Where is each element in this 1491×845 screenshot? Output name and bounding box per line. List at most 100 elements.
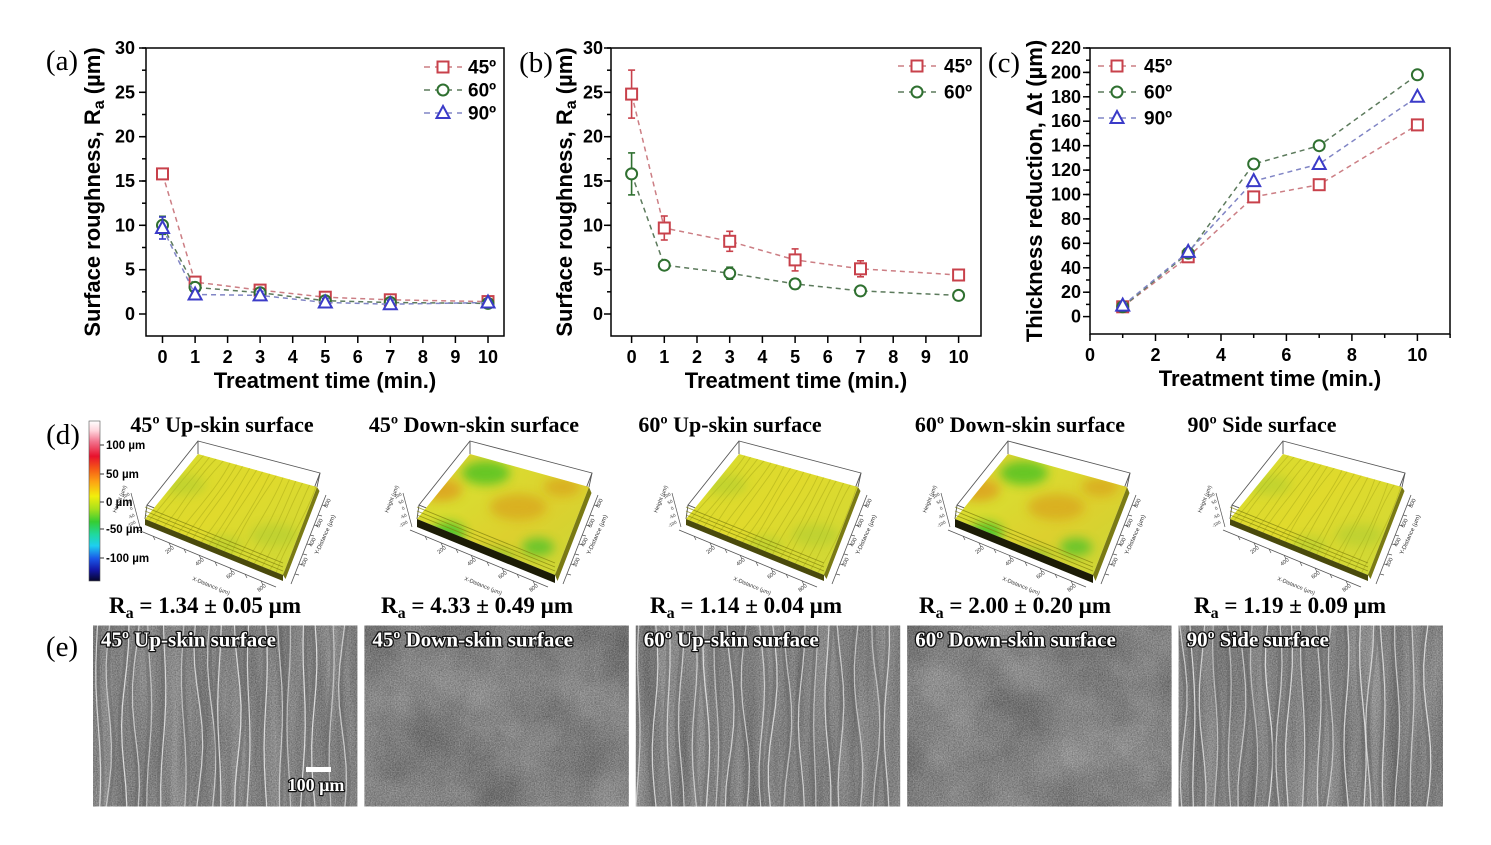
svg-text:(b): (b) bbox=[519, 47, 553, 79]
svg-text:Surface roughness, Ra (µm): Surface roughness, Ra (µm) bbox=[552, 47, 580, 336]
svg-text:60º Up-skin surface: 60º Up-skin surface bbox=[638, 412, 822, 437]
svg-text:600: 600 bbox=[1125, 518, 1134, 529]
svg-text:0: 0 bbox=[125, 304, 135, 324]
svg-text:50 µm: 50 µm bbox=[106, 469, 139, 481]
svg-text:-50: -50 bbox=[127, 512, 136, 520]
svg-text:1: 1 bbox=[190, 347, 200, 367]
svg-text:Treatment time (min.): Treatment time (min.) bbox=[685, 368, 907, 393]
svg-text:8: 8 bbox=[418, 347, 428, 367]
svg-text:200: 200 bbox=[165, 545, 176, 555]
svg-text:20: 20 bbox=[1061, 282, 1081, 302]
svg-text:50: 50 bbox=[667, 498, 674, 505]
svg-text:-100: -100 bbox=[398, 519, 409, 528]
svg-text:180: 180 bbox=[1051, 87, 1081, 107]
svg-text:200: 200 bbox=[1051, 62, 1081, 82]
svg-text:200: 200 bbox=[1385, 557, 1394, 568]
svg-text:10: 10 bbox=[478, 347, 498, 367]
svg-text:Ra = 4.33 ± 0.49 µm: Ra = 4.33 ± 0.49 µm bbox=[381, 593, 573, 622]
svg-text:100 µm: 100 µm bbox=[106, 440, 145, 452]
svg-text:0: 0 bbox=[670, 505, 675, 511]
svg-text:-100: -100 bbox=[126, 519, 137, 528]
svg-text:-50: -50 bbox=[399, 512, 408, 520]
svg-text:3: 3 bbox=[725, 347, 735, 367]
svg-text:200: 200 bbox=[975, 545, 986, 555]
svg-text:(d): (d) bbox=[46, 419, 80, 451]
svg-text:400: 400 bbox=[308, 537, 317, 548]
svg-text:90º: 90º bbox=[1144, 109, 1172, 130]
svg-text:400: 400 bbox=[736, 557, 747, 567]
svg-text:25: 25 bbox=[115, 82, 135, 102]
svg-text:-100 µm: -100 µm bbox=[106, 553, 149, 565]
svg-text:60: 60 bbox=[1061, 233, 1081, 253]
svg-text:-50: -50 bbox=[668, 512, 677, 520]
svg-text:45º Down-skin surface: 45º Down-skin surface bbox=[369, 412, 579, 437]
svg-text:600: 600 bbox=[1036, 570, 1047, 580]
svg-text:(e): (e) bbox=[46, 631, 78, 663]
svg-text:200: 200 bbox=[1110, 557, 1119, 568]
svg-text:800: 800 bbox=[529, 583, 540, 593]
svg-text:100 µm: 100 µm bbox=[288, 775, 345, 795]
svg-text:50: 50 bbox=[126, 498, 133, 505]
svg-text:0: 0 bbox=[1071, 307, 1081, 327]
svg-text:120: 120 bbox=[1051, 160, 1081, 180]
svg-text:0: 0 bbox=[129, 505, 134, 511]
svg-text:0: 0 bbox=[939, 505, 944, 511]
svg-text:0: 0 bbox=[627, 347, 637, 367]
svg-text:50: 50 bbox=[1211, 498, 1218, 505]
svg-text:600: 600 bbox=[315, 518, 324, 529]
svg-text:1: 1 bbox=[659, 347, 669, 367]
svg-text:2: 2 bbox=[692, 347, 702, 367]
svg-text:600: 600 bbox=[1400, 518, 1409, 529]
svg-text:25: 25 bbox=[583, 82, 603, 102]
svg-text:400: 400 bbox=[195, 557, 206, 567]
svg-text:Treatment time (min.): Treatment time (min.) bbox=[1159, 366, 1381, 391]
svg-text:0: 0 bbox=[1085, 345, 1095, 365]
svg-text:Treatment time (min.): Treatment time (min.) bbox=[214, 368, 436, 393]
svg-text:6: 6 bbox=[823, 347, 833, 367]
svg-text:800: 800 bbox=[595, 498, 604, 509]
svg-text:5: 5 bbox=[593, 260, 603, 280]
svg-text:-100: -100 bbox=[1211, 519, 1222, 528]
svg-text:45º: 45º bbox=[944, 57, 972, 78]
svg-text:90º Side surface: 90º Side surface bbox=[1187, 412, 1336, 437]
svg-text:800: 800 bbox=[1408, 498, 1417, 509]
svg-text:8: 8 bbox=[1347, 345, 1357, 365]
svg-text:45º: 45º bbox=[1144, 57, 1172, 78]
svg-text:45º Up-skin surface: 45º Up-skin surface bbox=[130, 412, 314, 437]
svg-text:100: 100 bbox=[1206, 491, 1215, 499]
svg-text:800: 800 bbox=[323, 498, 332, 509]
svg-text:Ra = 2.00 ± 0.20 µm: Ra = 2.00 ± 0.20 µm bbox=[919, 593, 1111, 622]
svg-text:800: 800 bbox=[798, 583, 809, 593]
svg-text:600: 600 bbox=[856, 518, 865, 529]
svg-text:2: 2 bbox=[223, 347, 233, 367]
svg-text:800: 800 bbox=[1133, 498, 1142, 509]
svg-text:-50: -50 bbox=[1212, 512, 1221, 520]
svg-text:Ra = 1.19 ± 0.09 µm: Ra = 1.19 ± 0.09 µm bbox=[1194, 593, 1386, 622]
svg-text:200: 200 bbox=[300, 557, 309, 568]
svg-text:4: 4 bbox=[288, 347, 298, 367]
svg-text:45º Up-skin surface: 45º Up-skin surface bbox=[101, 628, 276, 652]
svg-text:Surface roughness, Ra (µm): Surface roughness, Ra (µm) bbox=[80, 47, 108, 336]
svg-text:0: 0 bbox=[593, 304, 603, 324]
svg-text:800: 800 bbox=[257, 583, 268, 593]
svg-text:60º Up-skin surface: 60º Up-skin surface bbox=[644, 628, 819, 652]
svg-text:600: 600 bbox=[1311, 570, 1322, 580]
svg-text:45º Down-skin surface: 45º Down-skin surface bbox=[372, 628, 573, 652]
svg-text:0: 0 bbox=[401, 505, 406, 511]
svg-text:200: 200 bbox=[1250, 545, 1261, 555]
svg-text:50: 50 bbox=[936, 498, 943, 505]
svg-text:800: 800 bbox=[1342, 583, 1353, 593]
svg-text:160: 160 bbox=[1051, 111, 1081, 131]
svg-text:5: 5 bbox=[320, 347, 330, 367]
svg-text:0: 0 bbox=[1214, 505, 1219, 511]
svg-text:100: 100 bbox=[931, 491, 940, 499]
svg-text:60º: 60º bbox=[1144, 83, 1172, 104]
svg-text:0: 0 bbox=[157, 347, 167, 367]
svg-text:600: 600 bbox=[498, 570, 509, 580]
svg-text:-50: -50 bbox=[937, 512, 946, 520]
svg-text:4: 4 bbox=[1216, 345, 1226, 365]
svg-text:200: 200 bbox=[841, 557, 850, 568]
svg-text:20: 20 bbox=[583, 127, 603, 147]
svg-text:30: 30 bbox=[583, 38, 603, 58]
svg-text:5: 5 bbox=[125, 260, 135, 280]
